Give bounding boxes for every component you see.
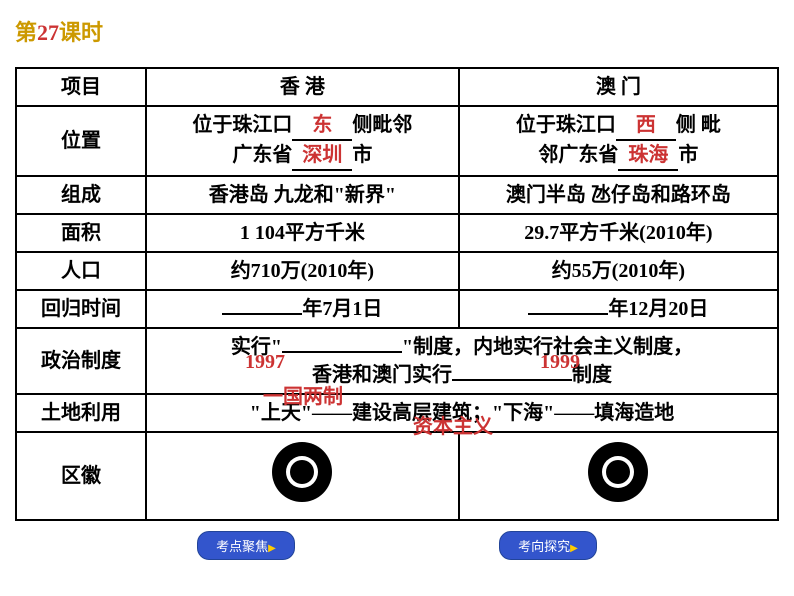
- loc-hk-ans1: 东: [292, 111, 352, 141]
- answer-system1: 一国两制: [263, 380, 343, 409]
- loc-hk-l2post: 市: [352, 144, 372, 166]
- arrow-icon: ▶: [268, 543, 276, 554]
- loc-hk-l2pre: 广东省: [232, 144, 292, 166]
- cell-area-mc: 29.7平方千米(2010年): [459, 214, 778, 252]
- loc-hk-pre: 位于珠江口: [192, 114, 292, 136]
- label-location: 位置: [16, 106, 146, 176]
- focus-label: 考点聚焦: [216, 539, 268, 554]
- label-area: 面积: [16, 214, 146, 252]
- loc-mc-ans2: 珠海: [618, 141, 678, 171]
- label-political: 政治制度: [16, 328, 146, 394]
- cell-location-hk: 位于珠江口东侧毗邻 广东省深圳市: [146, 106, 459, 176]
- cell-area-hk: 1 104平方千米: [146, 214, 459, 252]
- pol-blank2: [452, 379, 572, 381]
- lesson-suffix: 课时: [59, 20, 103, 45]
- cell-pop-mc: 约55万(2010年): [459, 252, 778, 290]
- explore-button[interactable]: 考向探究▶: [499, 531, 597, 560]
- row-location: 位置 位于珠江口东侧毗邻 广东省深圳市 位于珠江口西侧 毗 邻广东省珠海市: [16, 106, 778, 176]
- loc-mc-pre: 位于珠江口: [516, 114, 616, 136]
- cell-comp-hk: 香港岛 九龙和"新界": [146, 176, 459, 214]
- arrow-icon: ▶: [570, 543, 578, 554]
- cell-comp-mc: 澳门半岛 氹仔岛和路环岛: [459, 176, 778, 214]
- label-composition: 组成: [16, 176, 146, 214]
- row-return: 回归时间 年7月1日 年12月20日: [16, 290, 778, 328]
- cell-location-mc: 位于珠江口西侧 毗 邻广东省珠海市: [459, 106, 778, 176]
- loc-mc-l2pre: 邻广东省: [538, 144, 618, 166]
- return-mc-post: 年12月20日: [608, 298, 708, 320]
- cell-emblem-mc: [459, 432, 778, 520]
- loc-hk-mid1: 侧毗邻: [352, 114, 412, 136]
- return-mc-blank: [528, 313, 608, 315]
- header-hk: 香 港: [146, 68, 459, 106]
- row-emblem: 区徽: [16, 432, 778, 520]
- macao-emblem-icon: [588, 442, 648, 502]
- return-hk-post: 年7月1日: [302, 298, 382, 320]
- lesson-header: 第27课时: [15, 15, 779, 47]
- label-return: 回归时间: [16, 290, 146, 328]
- explore-label: 考向探究: [518, 539, 570, 554]
- cell-return-hk: 年7月1日: [146, 290, 459, 328]
- row-landuse: 土地利用 "上天"——建设高层建筑；"下海"——填海造地: [16, 394, 778, 432]
- header-row: 项目 香 港 澳 门: [16, 68, 778, 106]
- row-population: 人口 约710万(2010年) 约55万(2010年): [16, 252, 778, 290]
- cell-political: 实行""制度，内地实行社会主义制度， 香港和澳门实行制度: [146, 328, 778, 394]
- lesson-prefix: 第: [15, 20, 37, 45]
- label-population: 人口: [16, 252, 146, 290]
- focus-button[interactable]: 考点聚焦▶: [197, 531, 295, 560]
- loc-mc-ans1: 西: [616, 111, 676, 141]
- row-composition: 组成 香港岛 九龙和"新界" 澳门半岛 氹仔岛和路环岛: [16, 176, 778, 214]
- row-political: 政治制度 实行""制度，内地实行社会主义制度， 香港和澳门实行制度: [16, 328, 778, 394]
- cell-emblem-hk: [146, 432, 459, 520]
- label-emblem: 区徽: [16, 432, 146, 520]
- loc-mc-mid1: 侧 毗: [676, 114, 721, 136]
- nav-bar: 考点聚焦▶ 考向探究▶: [15, 531, 779, 560]
- comparison-table: 项目 香 港 澳 门 位置 位于珠江口东侧毗邻 广东省深圳市 位于珠江口西侧 毗…: [15, 67, 779, 521]
- loc-hk-ans2: 深圳: [292, 141, 352, 171]
- cell-pop-hk: 约710万(2010年): [146, 252, 459, 290]
- header-item: 项目: [16, 68, 146, 106]
- return-hk-blank: [222, 313, 302, 315]
- pol-blank1: [282, 351, 402, 353]
- hk-emblem-icon: [272, 442, 332, 502]
- cell-return-mc: 年12月20日: [459, 290, 778, 328]
- header-macao: 澳 门: [459, 68, 778, 106]
- loc-mc-l2post: 市: [678, 144, 698, 166]
- lesson-number: 27: [37, 20, 59, 45]
- label-landuse: 土地利用: [16, 394, 146, 432]
- answer-1997: 1997: [245, 351, 285, 374]
- answer-1999: 1999: [540, 351, 580, 374]
- answer-system2: 资本主义: [413, 410, 493, 439]
- row-area: 面积 1 104平方千米 29.7平方千米(2010年): [16, 214, 778, 252]
